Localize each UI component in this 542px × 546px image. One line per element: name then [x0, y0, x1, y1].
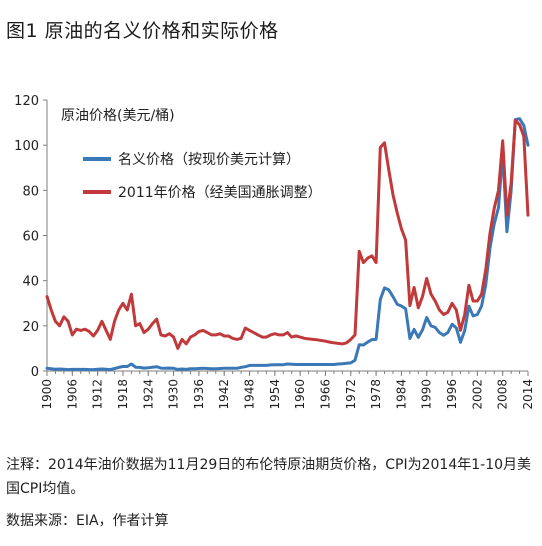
- x-tick-label: 1954: [268, 379, 282, 410]
- series-lines: [45, 117, 530, 372]
- legend: 原油价格(美元/桶) 名义价格（按现价美元计算） 2011年价格（经美国通胀调整…: [61, 108, 322, 201]
- x-tick-label: 1930: [167, 379, 181, 410]
- y-tick-label: 60: [22, 230, 39, 245]
- figure-title: 图1 原油的名义价格和实际价格: [6, 20, 279, 42]
- y-axis-label: 原油价格(美元/桶): [61, 108, 175, 124]
- x-tick-label: 1966: [318, 379, 332, 410]
- x-tick-label: 2008: [496, 379, 510, 410]
- x-tick-label: 1990: [420, 379, 434, 410]
- y-tick-label: 120: [14, 94, 39, 109]
- x-tick-label: 1996: [445, 379, 459, 410]
- data-source: 数据来源：EIA，作者计算: [6, 513, 169, 529]
- x-tick-label: 1936: [192, 379, 206, 410]
- y-tick-label: 40: [22, 275, 39, 290]
- x-tick-label: 1984: [394, 379, 408, 410]
- y-tick-label: 80: [22, 184, 39, 199]
- x-tick-label: 1924: [141, 379, 155, 410]
- x-tick-label: 1912: [91, 379, 105, 410]
- x-tick-label: 1972: [344, 379, 358, 410]
- y-tick-label: 0: [31, 365, 39, 380]
- x-tick-label: 1918: [116, 379, 130, 410]
- x-tick-label: 1942: [217, 379, 231, 410]
- y-tick-label: 20: [22, 320, 39, 335]
- x-tick-label: 1960: [293, 379, 307, 410]
- series-line-real: [45, 118, 530, 350]
- x-tick-label: 1948: [243, 379, 257, 410]
- series-line-nominal: [45, 117, 530, 372]
- x-tick-label: 1906: [65, 379, 79, 410]
- chart-note: 注释：2014年油价数据为11月29日的布伦特原油期货价格，CPI为2014年1…: [6, 457, 532, 497]
- x-tick-label: 1900: [40, 379, 54, 410]
- legend-label-nominal: 名义价格（按现价美元计算）: [118, 152, 300, 168]
- x-tick-label: 1978: [369, 379, 383, 410]
- legend-label-real: 2011年价格（经美国通胀调整）: [118, 185, 322, 201]
- axes: 0 20 40 60 80 100 120 1900 1906 1912 1918 1924 1930 1…: [14, 94, 535, 410]
- x-tick-label: 2002: [470, 379, 484, 410]
- y-tick-label: 100: [14, 139, 39, 154]
- oil-price-chart: 0 20 40 60 80 100 120 1900 1906 1912 1918 1924 1930 1…: [14, 94, 535, 410]
- x-tick-label: 2014: [521, 379, 535, 410]
